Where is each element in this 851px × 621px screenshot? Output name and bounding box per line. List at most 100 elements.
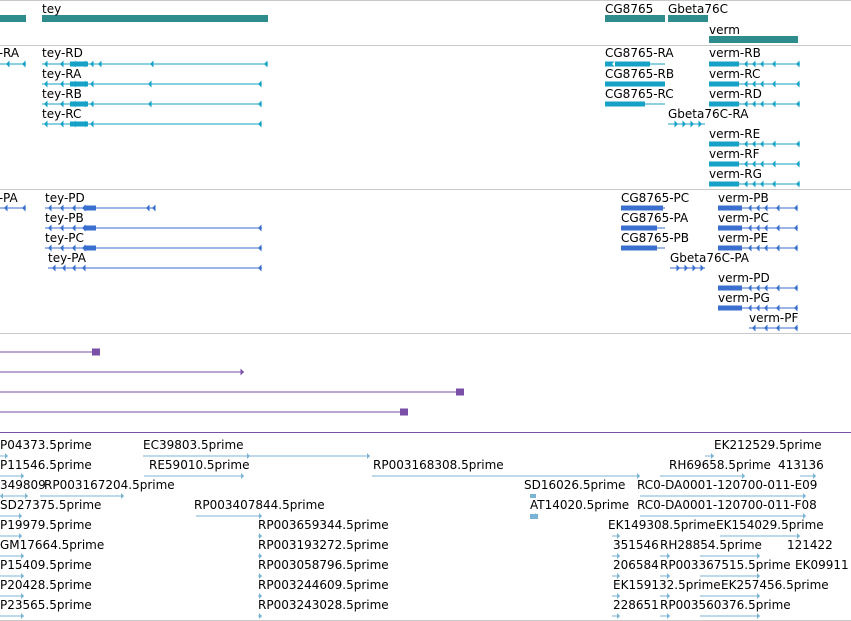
protein-label[interactable]: verm-PC (718, 211, 769, 225)
gene-label-cg8765[interactable]: CG8765 (605, 2, 654, 16)
est-label[interactable]: RP003168308.5prime (373, 458, 504, 472)
est-label[interactable]: 349809 (0, 478, 46, 492)
est-label[interactable]: GM17664.5prime (0, 538, 105, 552)
est-label[interactable]: 228651 (613, 598, 659, 612)
est-label[interactable]: RP003243028.5prime (258, 598, 389, 612)
gene-bar-gbeta76c[interactable] (668, 15, 708, 22)
protein-label[interactable]: CG8765-PC (621, 191, 690, 205)
exon-block[interactable] (718, 245, 742, 251)
exon-block[interactable] (605, 101, 645, 107)
exon-block[interactable] (621, 245, 657, 251)
est-label[interactable]: EK257456.5prime (721, 578, 829, 592)
exon-block[interactable] (70, 101, 88, 107)
transcript-label[interactable]: verm-RB (709, 46, 761, 60)
exon-block[interactable] (605, 81, 665, 87)
match-end-block[interactable] (456, 388, 464, 396)
est-label[interactable]: RP003193272.5prime (258, 538, 389, 552)
est-label[interactable]: RP003367515.5prime (660, 558, 791, 572)
est-label[interactable]: RP003244609.5prime (258, 578, 389, 592)
est-label[interactable]: 206584 (613, 558, 659, 572)
est-label[interactable]: RH69658.5prime (669, 458, 771, 472)
exon-block[interactable] (709, 181, 739, 187)
est-label[interactable]: P20428.5prime (0, 578, 92, 592)
est-label[interactable]: RC0-DA0001-120700-011-F08 (637, 498, 817, 512)
est-label[interactable]: RP003058796.5prime (258, 558, 389, 572)
transcript-label[interactable]: verm-RF (709, 147, 760, 161)
protein-label[interactable]: CG8765-PA (621, 211, 689, 225)
gene-label-verm[interactable]: verm (709, 23, 740, 37)
gene-bar-cg8765[interactable] (605, 15, 665, 22)
gene-bar-verm[interactable] (709, 36, 798, 43)
exon-block[interactable] (70, 61, 88, 67)
transcript-label[interactable]: verm-RE (709, 127, 761, 141)
protein-label[interactable]: tey-PA (48, 251, 86, 265)
est-label[interactable]: EK159132.5prime (613, 578, 721, 592)
match-end-block[interactable] (400, 408, 408, 416)
transcript-label[interactable]: CG8765-RC (605, 87, 674, 101)
transcript-label[interactable]: tey-RC (42, 107, 82, 121)
est-label[interactable]: P04373.5prime (0, 438, 92, 452)
protein-label[interactable]: CG8765-PB (621, 231, 690, 245)
exon-block[interactable] (70, 81, 88, 87)
exon-block[interactable] (709, 141, 739, 147)
est-label[interactable]: RP003659344.5prime (258, 518, 389, 532)
transcript-label[interactable]: tey-RA (42, 67, 82, 81)
exon-block[interactable] (84, 205, 96, 211)
exon-block[interactable] (718, 285, 742, 291)
gene-bar-tey[interactable] (42, 15, 268, 22)
protein-label[interactable]: verm-PB (718, 191, 769, 205)
est-block[interactable] (530, 514, 538, 519)
protein-label[interactable]: verm-PD (718, 271, 770, 285)
est-label[interactable]: RC0-DA0001-120700-011-E09 (637, 478, 818, 492)
exon-block[interactable] (70, 121, 88, 127)
protein-label[interactable]: tey-PB (45, 211, 84, 225)
est-label[interactable]: EC39803.5prime (143, 438, 244, 452)
gene-label-gbeta76c[interactable]: Gbeta76C (668, 2, 729, 16)
gene-label-tey[interactable]: tey (42, 2, 62, 16)
est-label[interactable]: SD27375.5prime (0, 498, 102, 512)
exon-block[interactable] (605, 61, 650, 67)
est-label[interactable]: RP003560376.5prime (660, 598, 791, 612)
transcript-label[interactable]: tey-RB (42, 87, 82, 101)
transcript-label[interactable]: t-RA (0, 46, 20, 60)
est-block[interactable] (530, 494, 536, 498)
est-label[interactable]: EK09911 (795, 558, 849, 572)
protein-label[interactable]: tey-PC (45, 231, 84, 245)
protein-label[interactable]: t-PA (0, 191, 18, 205)
exon-block[interactable] (718, 205, 742, 211)
exon-block[interactable] (709, 101, 739, 107)
transcript-label[interactable]: Gbeta76C-RA (668, 107, 749, 121)
protein-label[interactable]: Gbeta76C-PA (670, 251, 750, 265)
protein-label[interactable]: verm-PF (749, 311, 799, 325)
transcript-label[interactable]: verm-RC (709, 67, 761, 81)
exon-block[interactable] (621, 205, 663, 211)
exon-block[interactable] (709, 61, 739, 67)
est-label[interactable]: P11546.5prime (0, 458, 92, 472)
match-end-block[interactable] (92, 348, 100, 356)
exon-block[interactable] (709, 81, 739, 87)
protein-label[interactable]: verm-PG (718, 291, 770, 305)
transcript-label[interactable]: CG8765-RB (605, 67, 675, 81)
est-label[interactable]: P23565.5prime (0, 598, 92, 612)
exon-block[interactable] (718, 305, 742, 311)
est-label[interactable]: 351546 (613, 538, 659, 552)
est-label[interactable]: RH28854.5prime (660, 538, 762, 552)
est-label[interactable]: RP003407844.5prime (194, 498, 325, 512)
exon-block[interactable] (621, 225, 657, 231)
exon-block[interactable] (709, 161, 739, 167)
exon-block[interactable] (84, 245, 96, 251)
est-label[interactable]: 413136 (778, 458, 824, 472)
transcript-label[interactable]: verm-RG (709, 167, 762, 181)
gene-bar-left[interactable] (0, 15, 26, 22)
transcript-label[interactable]: CG8765-RA (605, 46, 674, 60)
est-label[interactable]: RP003167204.5prime (44, 478, 175, 492)
est-label[interactable]: 121422 (787, 538, 833, 552)
est-label[interactable]: EK154029.5prime (716, 518, 824, 532)
transcript-label[interactable]: verm-RD (709, 87, 762, 101)
protein-label[interactable]: verm-PE (718, 231, 769, 245)
est-label[interactable]: EK149308.5prime (608, 518, 716, 532)
est-label[interactable]: AT14020.5prime (530, 498, 630, 512)
est-label[interactable]: EK212529.5prime (714, 438, 822, 452)
est-label[interactable]: P19979.5prime (0, 518, 92, 532)
est-label[interactable]: SD16026.5prime (524, 478, 626, 492)
